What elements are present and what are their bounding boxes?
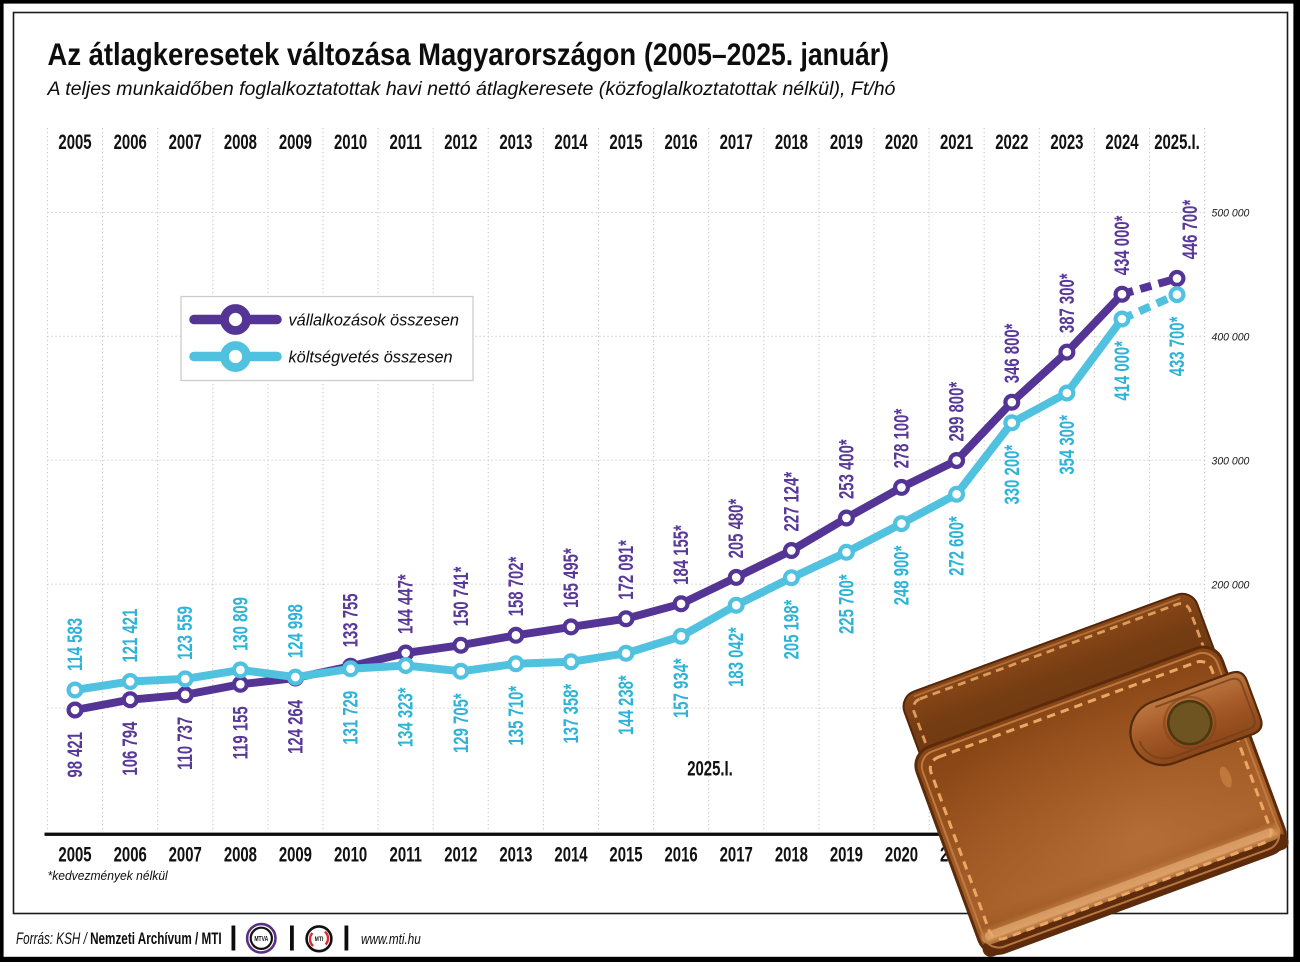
svg-text:137 358*: 137 358* <box>560 683 583 743</box>
svg-text:400 000: 400 000 <box>1212 331 1250 343</box>
svg-text:183 042*: 183 042* <box>725 626 748 686</box>
svg-text:433 700*: 433 700* <box>1166 316 1189 376</box>
svg-text:346 800*: 346 800* <box>1000 323 1023 383</box>
svg-text:2016: 2016 <box>665 843 698 866</box>
svg-text:2019: 2019 <box>830 843 863 866</box>
svg-text:A teljes munkaidőben foglalkoz: A teljes munkaidőben foglalkoztatottak h… <box>46 79 895 100</box>
svg-text:2016: 2016 <box>665 131 698 154</box>
svg-text:299 800*: 299 800* <box>945 381 968 441</box>
svg-text:2012: 2012 <box>444 843 477 866</box>
svg-text:2013: 2013 <box>499 131 532 154</box>
svg-text:500 000: 500 000 <box>1212 207 1250 219</box>
svg-text:2014: 2014 <box>554 131 588 154</box>
svg-text:2021: 2021 <box>940 131 973 154</box>
svg-text:2007: 2007 <box>169 843 202 866</box>
svg-text:2014: 2014 <box>554 843 588 866</box>
svg-text:(2005–2025. január): (2005–2025. január) <box>644 38 889 73</box>
svg-text:205 198*: 205 198* <box>780 599 803 659</box>
svg-text:278 100*: 278 100* <box>890 408 913 468</box>
svg-text:2018: 2018 <box>775 131 808 154</box>
svg-text:129 705*: 129 705* <box>449 693 472 753</box>
svg-text:150 741*: 150 741* <box>449 566 472 626</box>
svg-text:2009: 2009 <box>279 131 312 154</box>
svg-text:253 400*: 253 400* <box>835 439 858 499</box>
svg-text:119 155: 119 155 <box>229 706 252 759</box>
svg-text:2010: 2010 <box>334 131 367 154</box>
svg-text:134 323*: 134 323* <box>394 687 417 747</box>
svg-text:2025.I.: 2025.I. <box>1154 131 1200 154</box>
svg-text:MTI: MTI <box>315 937 324 944</box>
svg-text:2020: 2020 <box>885 131 918 154</box>
svg-text:Az átlagkeresetek változása Ma: Az átlagkeresetek változása Magyarország… <box>48 37 637 72</box>
svg-text:227 124*: 227 124* <box>780 471 803 531</box>
svg-text:434 000*: 434 000* <box>1111 215 1134 275</box>
svg-text:2005: 2005 <box>58 843 91 866</box>
svg-text:184 155*: 184 155* <box>670 524 693 584</box>
svg-text:2008: 2008 <box>224 843 257 866</box>
svg-text:157 934*: 157 934* <box>670 658 693 718</box>
svg-text:144 447*: 144 447* <box>394 574 417 634</box>
svg-text:205 480*: 205 480* <box>725 498 748 558</box>
svg-text:124 264: 124 264 <box>284 699 307 754</box>
svg-text:Forrás: KSH / Nemzeti Archívum: Forrás: KSH / Nemzeti Archívum / MTI <box>16 930 222 949</box>
svg-text:2020: 2020 <box>885 843 918 866</box>
svg-text:354 300*: 354 300* <box>1055 414 1078 474</box>
svg-text:2013: 2013 <box>499 843 532 866</box>
svg-text:2006: 2006 <box>114 131 147 154</box>
svg-text:144 238*: 144 238* <box>615 675 638 735</box>
svg-text:2024: 2024 <box>1105 131 1139 154</box>
svg-text:158 702*: 158 702* <box>504 556 527 616</box>
svg-text:2022: 2022 <box>995 131 1028 154</box>
svg-text:2012: 2012 <box>444 131 477 154</box>
svg-text:131 729: 131 729 <box>339 691 362 745</box>
svg-text:414 000*: 414 000* <box>1111 340 1134 400</box>
svg-text:165 495*: 165 495* <box>560 547 583 607</box>
svg-text:98 421: 98 421 <box>64 732 87 778</box>
svg-text:272 600*: 272 600* <box>945 515 968 575</box>
svg-text:2011: 2011 <box>390 843 422 866</box>
svg-text:330 200*: 330 200* <box>1000 444 1023 504</box>
svg-text:200 000: 200 000 <box>1211 579 1250 591</box>
svg-text:248 900*: 248 900* <box>890 545 913 605</box>
svg-text:2017: 2017 <box>720 131 753 154</box>
svg-text:MTVA: MTVA <box>254 935 268 943</box>
svg-text:123 559: 123 559 <box>174 606 197 660</box>
svg-text:2015: 2015 <box>609 843 642 866</box>
svg-text:2009: 2009 <box>279 843 312 866</box>
svg-text:110 737: 110 737 <box>174 717 197 770</box>
svg-text:2006: 2006 <box>114 843 147 866</box>
svg-text:124 998: 124 998 <box>284 604 307 658</box>
svg-text:2008: 2008 <box>224 131 257 154</box>
svg-text:300 000: 300 000 <box>1212 455 1250 467</box>
svg-text:2011: 2011 <box>390 131 422 154</box>
svg-text:2018: 2018 <box>775 843 808 866</box>
svg-text:446 700*: 446 700* <box>1179 199 1202 259</box>
svg-text:2023: 2023 <box>1050 131 1083 154</box>
svg-text:www.mti.hu: www.mti.hu <box>361 931 421 948</box>
svg-text:135 710*: 135 710* <box>504 685 527 745</box>
svg-text:2005: 2005 <box>58 131 91 154</box>
svg-text:2019: 2019 <box>830 131 863 154</box>
svg-text:106 794: 106 794 <box>119 721 142 776</box>
svg-text:*kedvezmények nélkül: *kedvezmények nélkül <box>48 869 169 883</box>
svg-text:2010: 2010 <box>334 843 367 866</box>
svg-text:114 583: 114 583 <box>64 618 87 671</box>
svg-text:130 809: 130 809 <box>229 597 252 651</box>
svg-text:133 755: 133 755 <box>339 593 362 647</box>
svg-text:2015: 2015 <box>609 131 642 154</box>
svg-text:121 421: 121 421 <box>119 609 142 663</box>
svg-text:vállalkozások összesen: vállalkozások összesen <box>289 310 459 329</box>
svg-text:387 300*: 387 300* <box>1055 273 1078 333</box>
svg-text:2017: 2017 <box>720 843 753 866</box>
svg-text:2007: 2007 <box>169 131 202 154</box>
svg-text:225 700*: 225 700* <box>835 574 858 634</box>
svg-text:172 091*: 172 091* <box>615 539 638 599</box>
svg-text:költségvetés összesen: költségvetés összesen <box>289 347 453 366</box>
svg-text:2025.I.: 2025.I. <box>687 757 733 780</box>
